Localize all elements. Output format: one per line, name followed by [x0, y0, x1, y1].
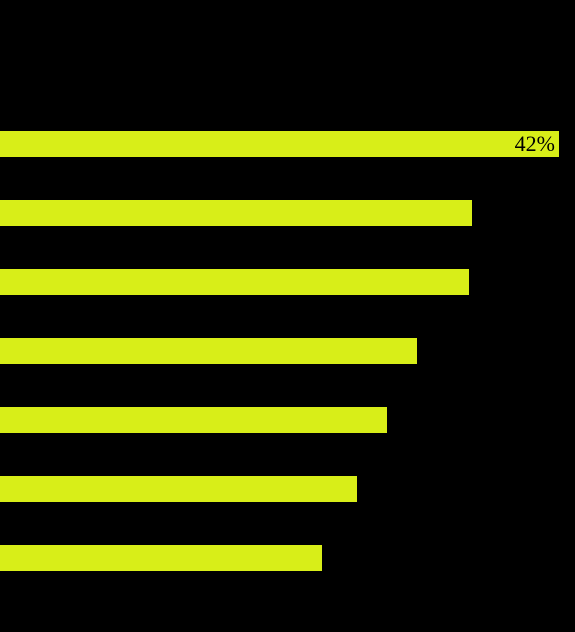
bar-4: [0, 407, 387, 433]
bar-3: [0, 338, 417, 364]
bar-0: 42%: [0, 131, 559, 157]
bar-6: [0, 545, 322, 571]
bar-chart: 42%: [0, 0, 575, 632]
bar-0-value-label: 42%: [515, 131, 555, 157]
bar-2: [0, 269, 469, 295]
bar-5: [0, 476, 357, 502]
bar-1: [0, 200, 472, 226]
